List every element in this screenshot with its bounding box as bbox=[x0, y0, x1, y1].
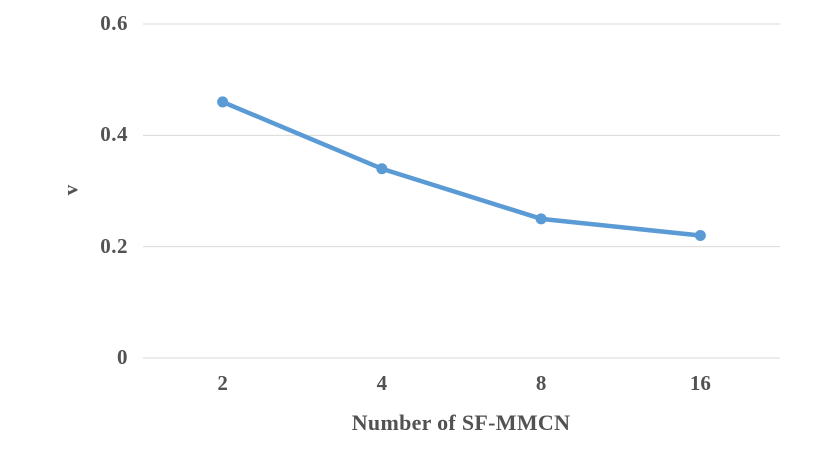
data-point-marker bbox=[376, 163, 388, 175]
data-line bbox=[220, 99, 703, 238]
y-axis-title: v bbox=[58, 184, 83, 196]
data-point-marker bbox=[217, 96, 229, 108]
y-tick-label: 0.4 bbox=[100, 122, 128, 147]
data-point-marker bbox=[694, 230, 706, 242]
x-tick-label: 4 bbox=[376, 371, 388, 395]
y-tick-label: 0.6 bbox=[100, 11, 128, 36]
x-tick-label: 2 bbox=[217, 371, 228, 395]
y-tick-label: 0 bbox=[117, 345, 128, 370]
x-axis-title: Number of SF-MMCN bbox=[351, 410, 571, 435]
x-tick-label: 16 bbox=[689, 371, 711, 395]
y-tick-label: 0.2 bbox=[100, 233, 128, 258]
data-point-marker bbox=[535, 213, 547, 225]
x-tick-label: 8 bbox=[535, 371, 547, 395]
